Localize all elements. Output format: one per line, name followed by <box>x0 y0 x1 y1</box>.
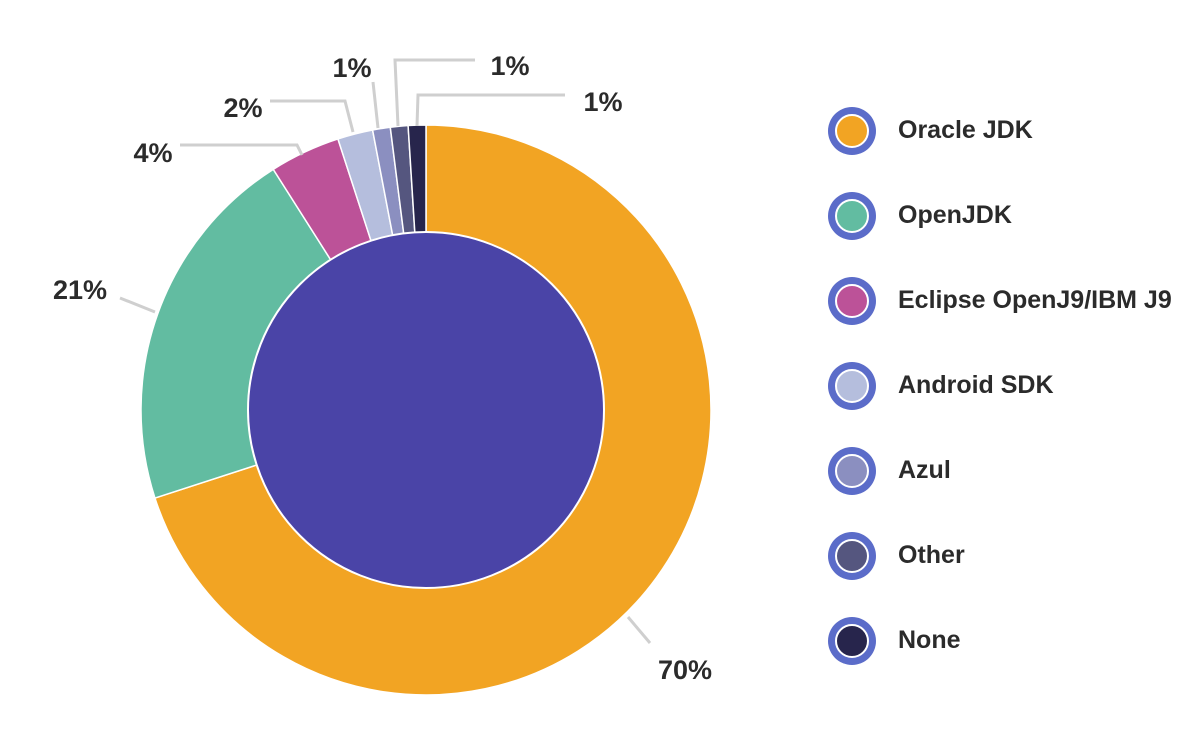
legend-color-dot <box>835 113 869 148</box>
data-label: 21% <box>53 275 107 305</box>
leader-line <box>626 616 652 644</box>
legend-item: OpenJDK <box>828 173 1172 258</box>
leader-line <box>180 143 304 156</box>
legend-color-dot <box>835 623 869 658</box>
data-label: 4% <box>133 138 172 168</box>
legend-item: Azul <box>828 428 1172 513</box>
legend-color-dot <box>835 538 869 573</box>
legend-swatch <box>828 446 876 495</box>
legend-label: Azul <box>898 456 951 484</box>
legend-item: Eclipse OpenJ9/IBM J9 <box>828 258 1172 343</box>
leader-lines-layer <box>119 58 652 644</box>
legend-label: OpenJDK <box>898 201 1012 229</box>
legend-swatch <box>828 616 876 665</box>
leader-line <box>270 99 355 133</box>
legend-label: None <box>898 626 961 654</box>
data-label: 70% <box>658 655 712 685</box>
leader-line <box>371 81 380 129</box>
legend-color-dot <box>835 453 869 488</box>
data-label: 1% <box>490 51 529 81</box>
legend-label: Other <box>898 541 965 569</box>
chart-legend: Oracle JDK OpenJDK Eclipse OpenJ9/IBM J9 An… <box>828 88 1172 683</box>
legend-item: Oracle JDK <box>828 88 1172 173</box>
legend-label: Android SDK <box>898 371 1054 399</box>
legend-label: Eclipse OpenJ9/IBM J9 <box>898 286 1172 314</box>
legend-swatch <box>828 276 876 325</box>
data-label: 1% <box>332 53 371 83</box>
labels-layer: 70% 21% 4% 2% 1% 1% 1% <box>53 51 712 685</box>
legend-label: Oracle JDK <box>898 116 1033 144</box>
legend-swatch <box>828 531 876 580</box>
legend-color-dot <box>835 283 869 318</box>
legend-color-dot <box>835 368 869 403</box>
legend-item: Android SDK <box>828 343 1172 428</box>
leader-line <box>393 58 475 127</box>
legend-color-dot <box>835 198 869 233</box>
legend-swatch <box>828 361 876 410</box>
leader-line <box>119 296 156 314</box>
data-label: 1% <box>583 87 622 117</box>
data-label: 2% <box>223 93 262 123</box>
legend-item: None <box>828 598 1172 683</box>
legend-item: Other <box>828 513 1172 598</box>
legend-swatch <box>828 106 876 155</box>
legend-swatch <box>828 191 876 240</box>
chart-center-disc <box>247 231 605 589</box>
leader-line <box>415 93 565 127</box>
